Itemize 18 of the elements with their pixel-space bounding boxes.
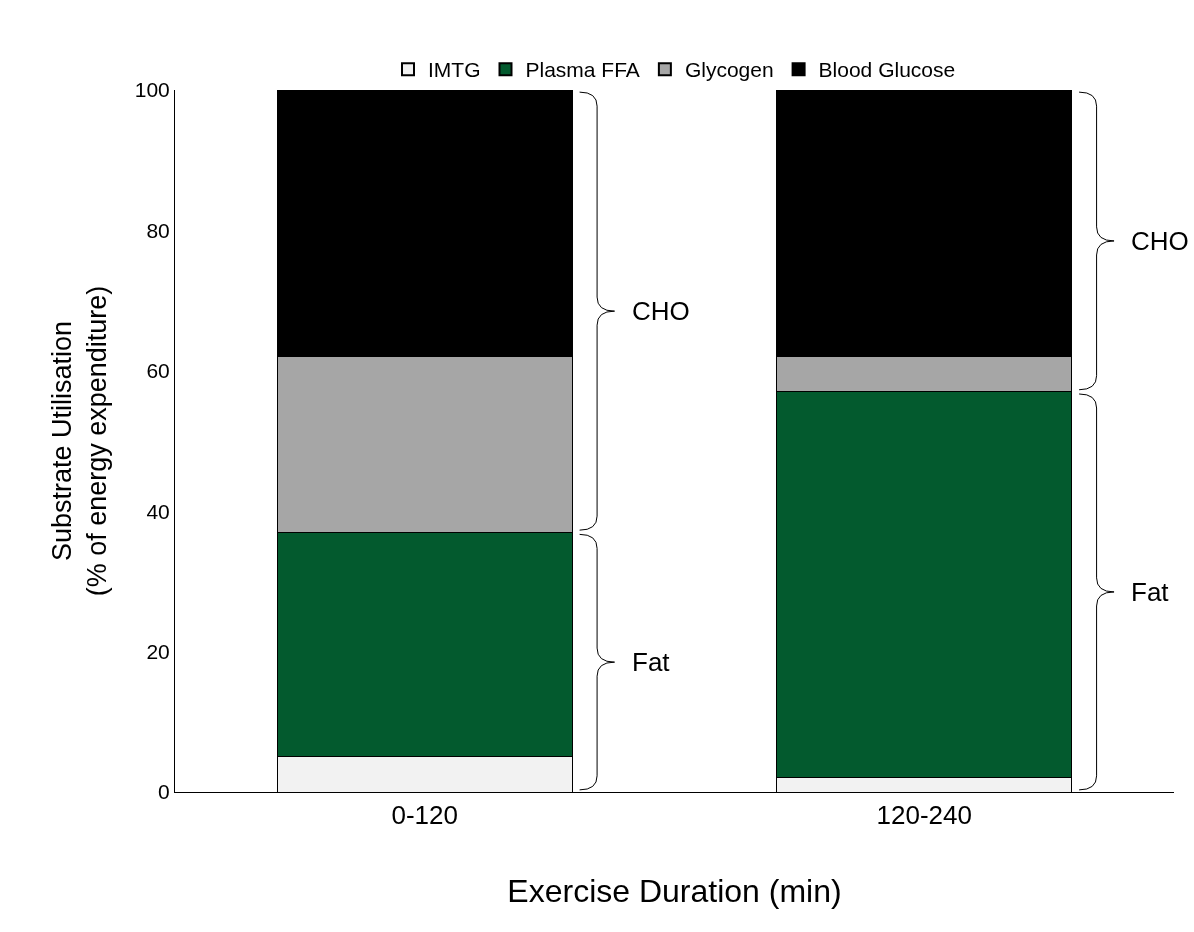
legend-label: Glycogen [684, 58, 774, 82]
annotation: CHO [632, 296, 690, 326]
x-tick-label: 0-120 [391, 800, 458, 831]
annotation: Fat [632, 647, 671, 677]
y-tick-label: 80 [146, 218, 170, 242]
y-tick-label: 100 [134, 78, 170, 102]
y-tick-label: 0 [158, 780, 170, 804]
y-tick-label: 60 [146, 359, 170, 383]
legend-label: Plasma FFA [525, 58, 640, 82]
y-tick-label: 20 [146, 639, 170, 663]
x-tick-label: 120-240 [876, 800, 972, 831]
legend-label: IMTG [428, 58, 481, 82]
annotation: CHO [1131, 226, 1189, 256]
x-axis-title: Exercise Duration (min) [507, 873, 842, 910]
annotation: Fat [1131, 577, 1170, 607]
y-tick-label: 40 [146, 499, 170, 523]
legend-label: Blood Glucose [818, 58, 956, 82]
y-axis-title: Substrate Utilisation (% of energy expenditure) [46, 285, 112, 597]
